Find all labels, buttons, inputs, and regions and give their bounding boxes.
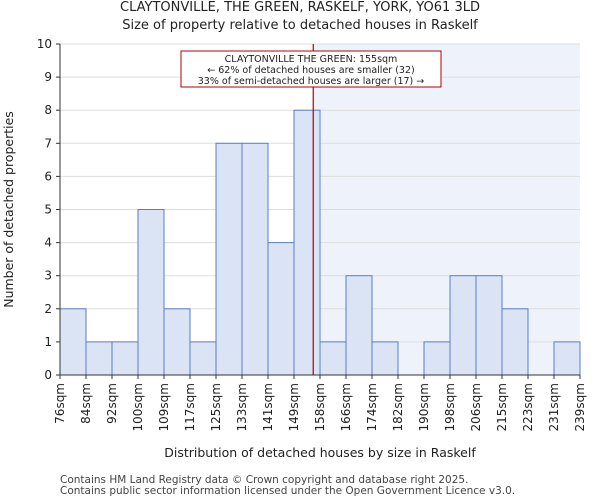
y-tick-label: 5: [44, 203, 52, 217]
y-tick-label: 10: [37, 37, 52, 51]
bar[interactable]: [449, 275, 477, 376]
bar[interactable]: [163, 308, 191, 376]
x-tick-label: 84sqm: [79, 383, 93, 424]
chart-subtitle: Size of property relative to detached ho…: [122, 18, 478, 33]
x-tick-label: 166sqm: [339, 383, 353, 431]
histogram-chart: 0 1 2 3 4 5 6 7 8 9 10 76sqm 84sqm 92sqm 100sqm 109sqm 1…: [1, 37, 587, 460]
bar[interactable]: [345, 275, 373, 376]
y-tick-label: 6: [44, 169, 52, 183]
bar[interactable]: [267, 242, 295, 376]
annotation-line: ← 62% of detached houses are smaller (32…: [207, 65, 414, 76]
x-tick-label: 223sqm: [521, 383, 535, 431]
x-tick-label: 239sqm: [573, 383, 587, 431]
x-tick-label: 182sqm: [391, 383, 405, 431]
y-axis-title: Number of detached properties: [1, 111, 16, 308]
y-tick-label: 0: [44, 368, 52, 382]
bar[interactable]: [111, 341, 139, 376]
bar[interactable]: [215, 142, 243, 376]
bar[interactable]: [475, 275, 503, 376]
x-tick-label: 206sqm: [469, 383, 483, 431]
chart-title: CLAYTONVILLE, THE GREEN, RASKELF, YORK, …: [120, 0, 480, 15]
y-tick-label: 9: [44, 70, 52, 84]
x-tick-label: 133sqm: [235, 383, 249, 431]
x-tick-label: 198sqm: [443, 383, 457, 431]
x-tick-label: 125sqm: [209, 383, 223, 431]
y-tick-label: 4: [44, 236, 52, 250]
footer-copyright: Contains HM Land Registry data © Crown c…: [60, 474, 469, 486]
bar[interactable]: [423, 341, 451, 376]
y-tick-label: 7: [44, 136, 52, 150]
annotation-line: CLAYTONVILLE THE GREEN: 155sqm: [225, 54, 398, 65]
bar[interactable]: [241, 142, 269, 376]
x-tick-label: 141sqm: [261, 383, 275, 431]
bar[interactable]: [59, 308, 87, 376]
annotation-line: 33% of semi-detached houses are larger (…: [198, 76, 425, 87]
x-tick-label: 117sqm: [183, 383, 197, 431]
x-tick-label: 190sqm: [417, 383, 431, 431]
bar[interactable]: [501, 308, 529, 376]
bar[interactable]: [319, 341, 347, 376]
x-tick-label: 149sqm: [287, 383, 301, 431]
y-tick-label: 2: [44, 302, 52, 316]
y-tick-label: 8: [44, 103, 52, 117]
x-tick-label: 109sqm: [157, 383, 171, 431]
bar[interactable]: [189, 341, 217, 376]
x-tick-label: 158sqm: [313, 383, 327, 431]
y-tick-label: 1: [44, 335, 52, 349]
bar[interactable]: [85, 341, 113, 376]
bar[interactable]: [553, 341, 581, 376]
bar[interactable]: [293, 109, 321, 376]
x-axis-title: Distribution of detached houses by size …: [164, 445, 476, 460]
x-tick-label: 174sqm: [365, 383, 379, 431]
y-tick-label: 3: [44, 269, 52, 283]
footer-licence: Contains public sector information licen…: [60, 485, 516, 497]
bar[interactable]: [137, 209, 165, 376]
x-tick-label: 100sqm: [131, 383, 145, 431]
annotation-box: [180, 50, 442, 88]
bar[interactable]: [371, 341, 399, 376]
x-tick-label: 76sqm: [53, 383, 67, 424]
x-tick-label: 92sqm: [105, 383, 119, 424]
x-tick-label: 231sqm: [547, 383, 561, 431]
x-tick-label: 215sqm: [495, 383, 509, 431]
